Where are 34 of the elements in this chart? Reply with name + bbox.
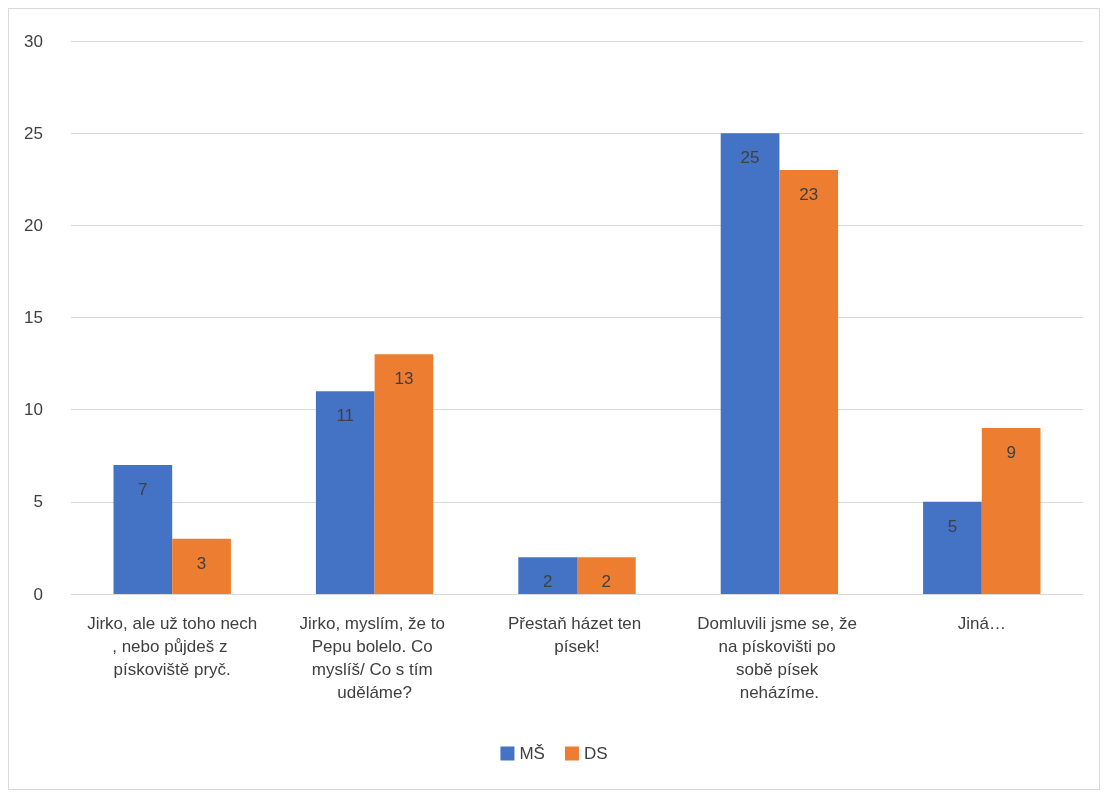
x-tick-label: Jirko, myslím, že to Pepu bolelo. Co myslíš/ Co s tím uděláme? bbox=[299, 614, 450, 702]
y-tick-label: 5 bbox=[33, 492, 43, 512]
bar bbox=[720, 133, 780, 594]
data-label: 25 bbox=[740, 148, 760, 168]
x-tick-label: Jiná… bbox=[957, 614, 1006, 633]
data-label: 13 bbox=[394, 369, 414, 389]
y-tick-label: 30 bbox=[24, 31, 43, 51]
bar bbox=[923, 501, 982, 594]
data-label: 7 bbox=[138, 479, 148, 499]
data-label: 5 bbox=[947, 516, 958, 536]
bar bbox=[518, 557, 577, 594]
y-tick-label: 15 bbox=[24, 308, 43, 327]
legend-label: MŠ bbox=[519, 744, 545, 763]
bar bbox=[374, 354, 434, 594]
data-label: 2 bbox=[601, 572, 612, 592]
y-tick-label: 25 bbox=[24, 123, 43, 143]
data-label: 23 bbox=[799, 185, 819, 205]
data-label: 11 bbox=[336, 406, 355, 426]
x-tick-label: Přestaň házet ten písek! bbox=[508, 614, 646, 656]
y-tick-label: 20 bbox=[24, 215, 43, 235]
bar bbox=[113, 464, 173, 594]
x-tick-label: Jirko, ale už toho nech, nebo půjdeš z pískoviště pryč. bbox=[87, 614, 258, 679]
data-label: 2 bbox=[542, 572, 553, 592]
data-label: 3 bbox=[196, 553, 207, 573]
bar bbox=[779, 170, 839, 594]
data-label: 9 bbox=[1006, 443, 1016, 463]
bar bbox=[577, 557, 636, 594]
legend-label: DS bbox=[583, 744, 608, 763]
y-tick-label: 10 bbox=[24, 400, 43, 420]
bar bbox=[315, 391, 375, 594]
x-tick-label: Domluvili jsme se, že na pískovišti po sobě písek neházíme. bbox=[697, 614, 862, 702]
bar bbox=[172, 538, 231, 594]
y-tick-label: 0 bbox=[33, 584, 43, 604]
bar bbox=[981, 428, 1041, 594]
